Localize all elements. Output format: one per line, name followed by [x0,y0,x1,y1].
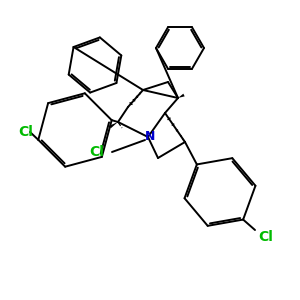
Text: Cl: Cl [89,145,104,159]
Polygon shape [109,122,118,128]
Polygon shape [178,94,185,98]
Text: Cl: Cl [18,125,33,139]
Text: Cl: Cl [258,230,273,244]
Text: N: N [145,130,155,143]
